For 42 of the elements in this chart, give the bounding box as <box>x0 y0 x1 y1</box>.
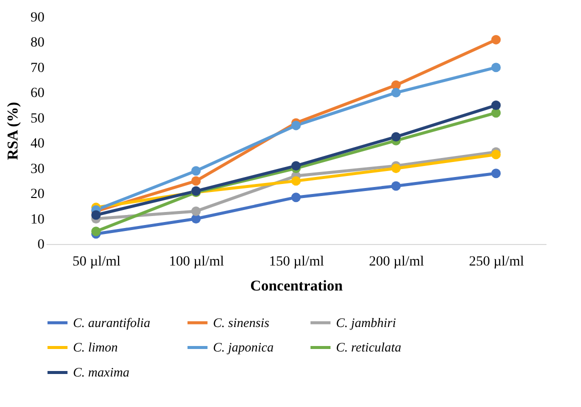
x-tick-label: 50 µl/ml <box>72 254 121 270</box>
x-tick-label: 150 µl/ml <box>268 254 324 270</box>
point <box>491 168 501 178</box>
point <box>491 34 501 44</box>
y-tick-label: 80 <box>30 36 44 51</box>
y-tick-label: 90 <box>30 10 44 26</box>
point <box>91 226 101 236</box>
y-tick-label: 40 <box>30 136 44 152</box>
point <box>291 161 301 171</box>
point <box>491 100 501 110</box>
point <box>391 132 401 142</box>
point <box>491 62 501 72</box>
x-axis-title: Concentration <box>250 278 344 294</box>
legend-label: C. reticulata <box>336 340 402 354</box>
legend-label: C. aurantifolia <box>73 314 151 330</box>
x-tick-label: 100 µl/ml <box>168 254 224 270</box>
point <box>391 164 401 174</box>
legend-label: C. japonica <box>213 340 274 354</box>
y-tick-label: 0 <box>38 238 44 252</box>
y-tick-label: 50 <box>30 111 44 126</box>
point <box>191 176 201 186</box>
legend-label: C. limon <box>73 340 118 354</box>
y-tick-label: 10 <box>30 212 44 228</box>
point <box>191 206 201 216</box>
point <box>291 192 301 202</box>
x-tick-label: 200 µl/ml <box>368 254 424 270</box>
legend-label: C. jambhiri <box>336 314 396 330</box>
x-tick-label: 250 µl/ml <box>468 254 524 270</box>
legend-label: C. sinensis <box>213 314 270 330</box>
point <box>391 88 401 98</box>
legend-label: C. maxima <box>73 364 130 380</box>
y-tick-label: 20 <box>30 187 44 202</box>
point <box>291 176 301 186</box>
point <box>191 166 201 176</box>
point <box>391 181 401 191</box>
point <box>91 210 101 220</box>
point <box>291 120 301 130</box>
y-axis-title: RSA (%) <box>6 102 22 160</box>
y-tick-label: 60 <box>30 86 44 102</box>
y-tick-label: 70 <box>30 60 44 76</box>
y-tick-label: 30 <box>30 162 44 177</box>
point <box>491 150 501 160</box>
